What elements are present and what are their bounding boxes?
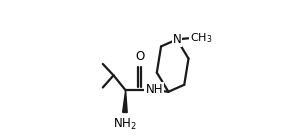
Text: NH$_2$: NH$_2$ <box>113 117 137 132</box>
Text: N: N <box>173 33 181 46</box>
Polygon shape <box>123 90 127 112</box>
Text: CH$_3$: CH$_3$ <box>190 31 212 45</box>
Text: NH: NH <box>145 83 163 96</box>
Text: O: O <box>135 50 145 63</box>
